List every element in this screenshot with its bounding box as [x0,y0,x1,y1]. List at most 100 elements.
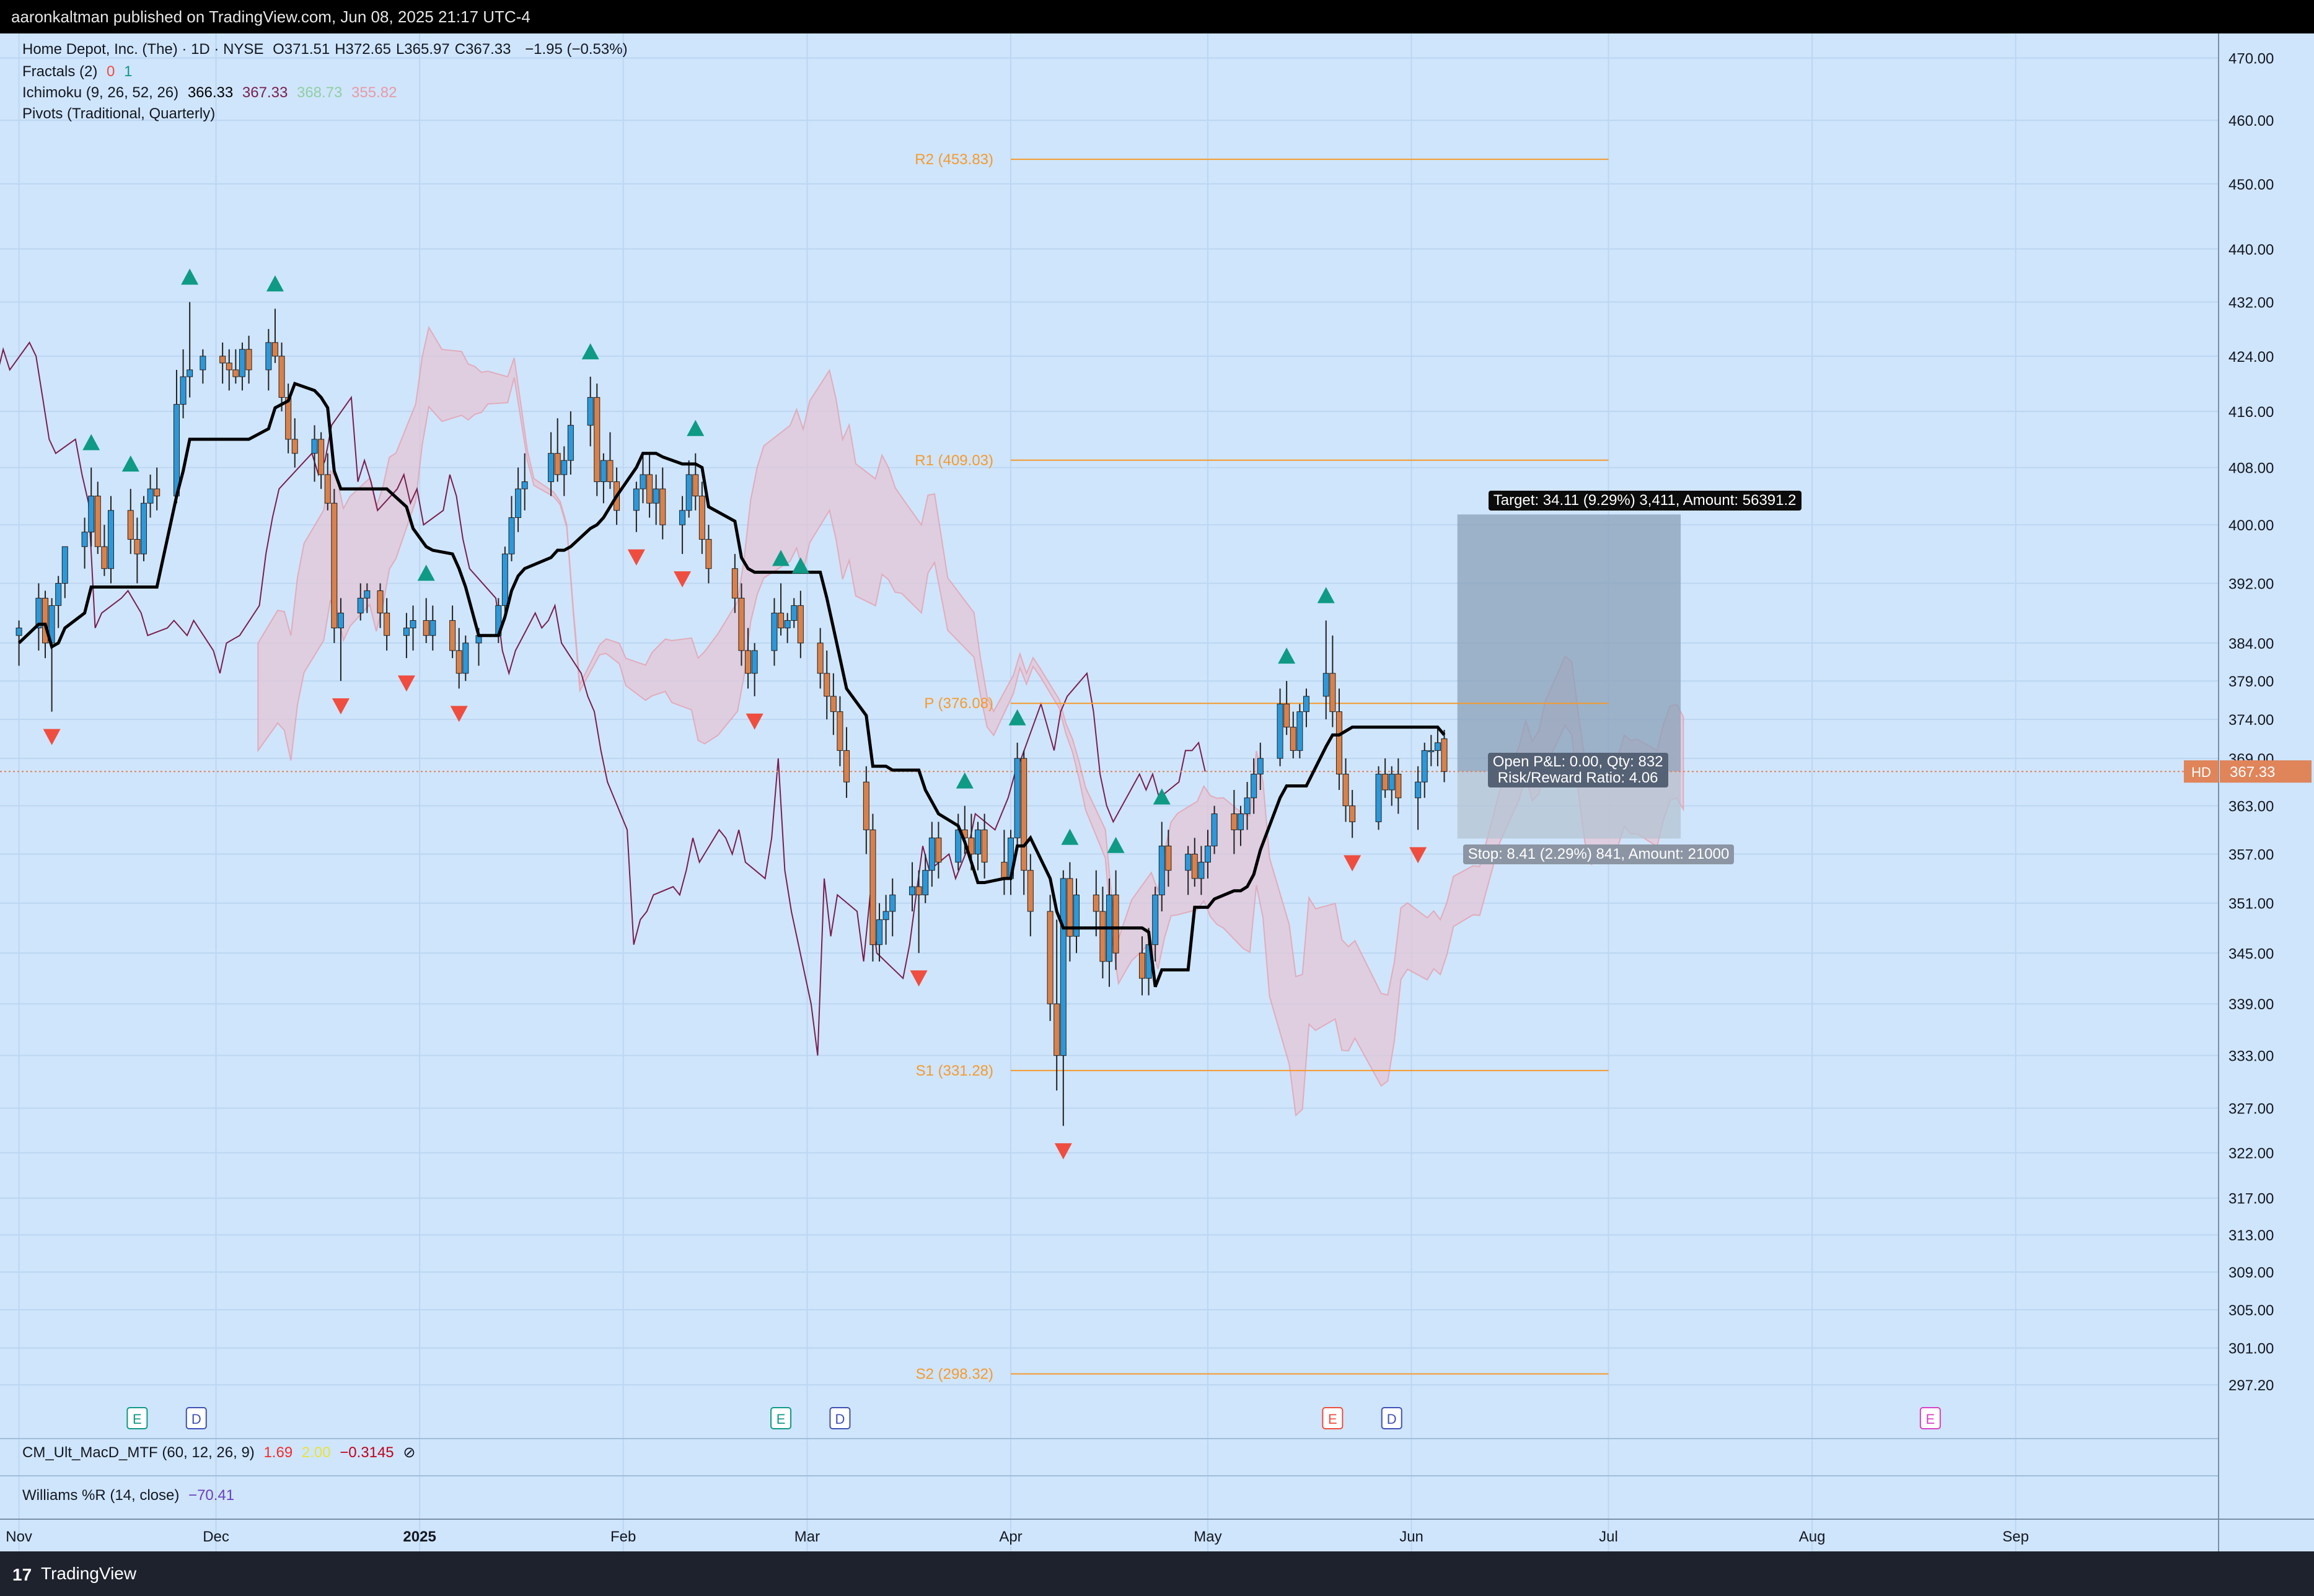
candle-body [909,886,916,895]
candle-body [882,911,889,920]
price-tick: 305.00 [2228,1302,2274,1319]
pnl-box: Open P&L: 0.00, Qty: 832 Risk/Reward Rat… [1487,753,1668,788]
price-tick: 313.00 [2228,1227,2274,1244]
price-tick: 432.00 [2228,295,2274,312]
fractal-markers [43,268,1427,1160]
candle-body [1421,750,1428,783]
candle-body [107,510,114,569]
candle-body [318,439,325,475]
candle-body [548,453,555,483]
fractal-down-icon [332,698,350,715]
candle-body [200,356,206,370]
ichimoku-legend[interactable]: Ichimoku (9, 26, 52, 26) 366.33 367.33 3… [22,84,402,102]
candle-body [455,650,462,674]
candle-body [1204,845,1211,863]
fractal-up-icon [1278,647,1296,664]
event-letter: E [133,1411,142,1427]
price-tick: 317.00 [2228,1191,2274,1208]
price-tick: 460.00 [2228,113,2274,129]
fractal-down-icon [1054,1143,1072,1160]
fractals-legend[interactable]: Fractals (2) 0 1 [22,63,137,81]
time-axis[interactable]: Nov Dec 2025 Feb Mar Apr May Jun Jul Aug Sep [6,1528,2029,1545]
candle-body [784,620,791,629]
pivots-label: Pivots (Traditional, Quarterly) [22,105,216,122]
candle-body [876,919,883,945]
candle-body [1244,797,1251,815]
pivot-label: R2 (453.83) [915,151,993,168]
candle-body [1021,758,1027,871]
price-tick: 301.00 [2228,1341,2274,1357]
target-zone [1457,514,1681,772]
fractal-up-icon [1317,587,1335,603]
risk-reward-label: Risk/Reward Ratio: 4.06 [1497,770,1658,787]
ohlc-values: O371.51 H372.65 L365.97 C367.33 [273,41,516,58]
candle-body [1054,1003,1060,1056]
price-tick: 297.20 [2228,1377,2274,1394]
candle-body [646,474,653,504]
candle-body [1296,711,1303,751]
williams-legend[interactable]: Williams %R (14, close) −70.41 [22,1487,239,1504]
candle-body [1060,878,1067,1056]
time-tick: Aug [1799,1528,1826,1545]
long-position-tool[interactable] [0,514,2219,839]
event-marker-icon [1381,1407,1402,1429]
candle-body [311,439,318,454]
price-tick: 345.00 [2228,945,2274,962]
ohlc-c: C367.33 [454,41,511,58]
candle-body [1099,911,1106,962]
hidden-icon[interactable]: ⊘ [403,1444,416,1461]
candle-body [778,612,785,629]
fractal-up-icon [417,564,435,581]
candle-body [863,781,869,830]
symbol-tag [2184,760,2219,783]
candle-body [1382,773,1389,791]
williams-value: −70.41 [188,1487,235,1504]
candle-body [449,620,456,651]
candle-body [245,349,252,370]
candle-body [1112,894,1119,954]
price-tick: 363.00 [2228,799,2274,815]
fractal-up-icon [1153,788,1171,805]
candle-body [791,605,798,621]
ichimoku-base-line [17,381,1446,988]
candle-body [232,369,239,377]
main-pane-bg [0,33,2219,1551]
candle-body [1251,773,1257,799]
candle-body [567,424,574,461]
candle-body [134,539,141,555]
candle-body [1342,773,1349,807]
price-tick: 450.00 [2228,177,2274,193]
price-tick: 357.00 [2228,846,2274,863]
price-chart[interactable]: R2 (453.83) R1 (409.03) P (376.08) S1 (331.… [0,33,2314,1551]
fractal-up-icon [266,275,284,292]
tradingview-brand: TradingView [41,1564,137,1583]
fractal-down-icon [450,706,468,722]
price-axis[interactable]: 470.00 460.00 450.00 440.00 432.00 424.00 416.… [2184,33,2312,1551]
price-tick: 424.00 [2228,349,2274,366]
price-tick: 379.00 [2228,673,2274,690]
event-letter: E [1328,1411,1337,1427]
price-tick: 351.00 [2228,896,2274,913]
candle-body [1349,805,1356,822]
candle-body [515,488,522,518]
candle-body [679,510,686,525]
fractal-down-icon [627,549,645,566]
pivots-legend[interactable]: Pivots (Traditional, Quarterly) [22,105,220,123]
macd-legend[interactable]: CM_Ult_MacD_MTF (60, 12, 26, 9) 1.69 2.0… [22,1444,420,1462]
candle-body [817,642,824,674]
candle-body [180,376,187,405]
candle-body [1211,813,1218,846]
candle-body [1138,952,1145,979]
candle-body [653,488,659,504]
price-tick: 440.00 [2228,242,2274,258]
ichimoku-value-2: 367.33 [242,84,288,101]
tradingview-logo-icon: 17 [12,1565,32,1584]
candle-body [291,439,298,454]
candle-body [685,474,692,511]
price-tick: 384.00 [2228,636,2274,652]
fractal-down-icon [746,713,763,730]
event-letter: D [1387,1411,1397,1427]
candle-body [1283,703,1290,728]
candle-body [364,590,371,598]
